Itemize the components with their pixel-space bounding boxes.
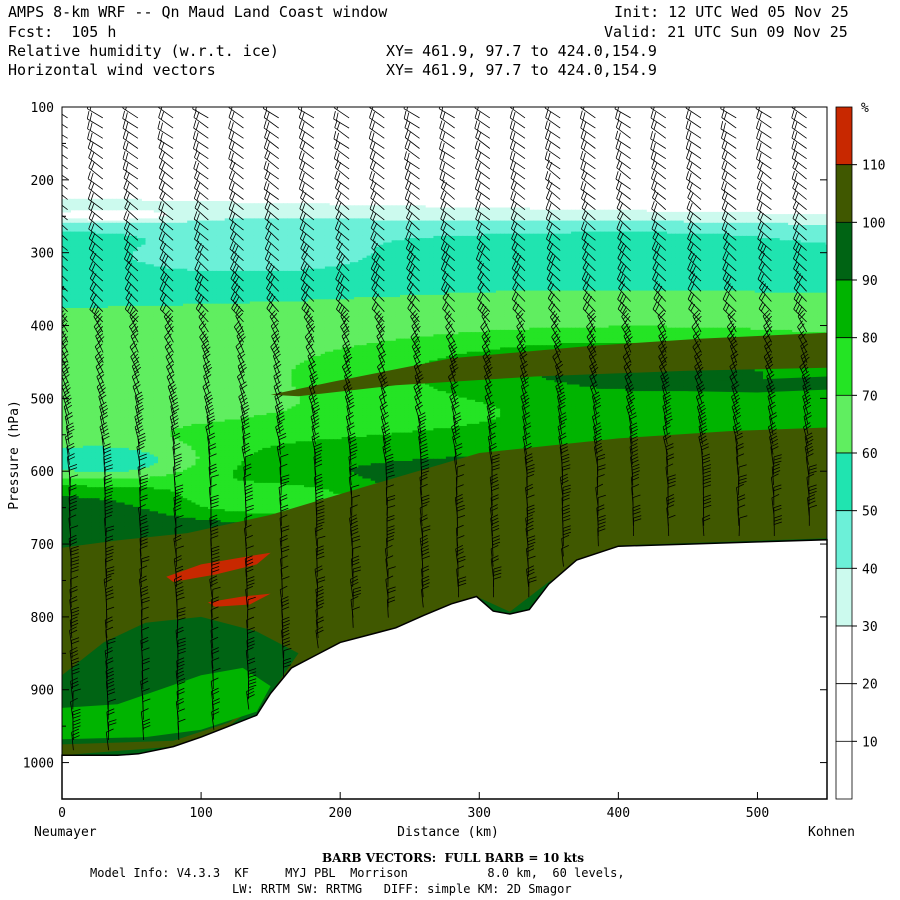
cross-section-chart: 1002003004005006007008009001000 0 100 200 3… bbox=[0, 0, 900, 900]
rh-cell bbox=[137, 208, 142, 211]
rh-cell bbox=[66, 210, 71, 213]
rh-cell bbox=[116, 208, 121, 211]
rh-cell bbox=[104, 208, 109, 211]
rh-cell bbox=[79, 208, 84, 211]
rh-cell bbox=[154, 210, 159, 213]
rh-cell bbox=[83, 208, 88, 211]
rh-cell bbox=[70, 208, 75, 211]
rh-cell bbox=[141, 208, 146, 211]
rh-cell bbox=[146, 208, 151, 211]
rh-cell bbox=[120, 208, 125, 211]
rh-cell bbox=[129, 208, 134, 211]
rh-cell bbox=[112, 208, 117, 211]
rh-cell bbox=[75, 208, 80, 211]
rh-cell bbox=[108, 208, 113, 211]
rh-cell bbox=[62, 210, 67, 213]
rh-cell bbox=[150, 208, 155, 211]
rh-cell bbox=[95, 208, 100, 211]
